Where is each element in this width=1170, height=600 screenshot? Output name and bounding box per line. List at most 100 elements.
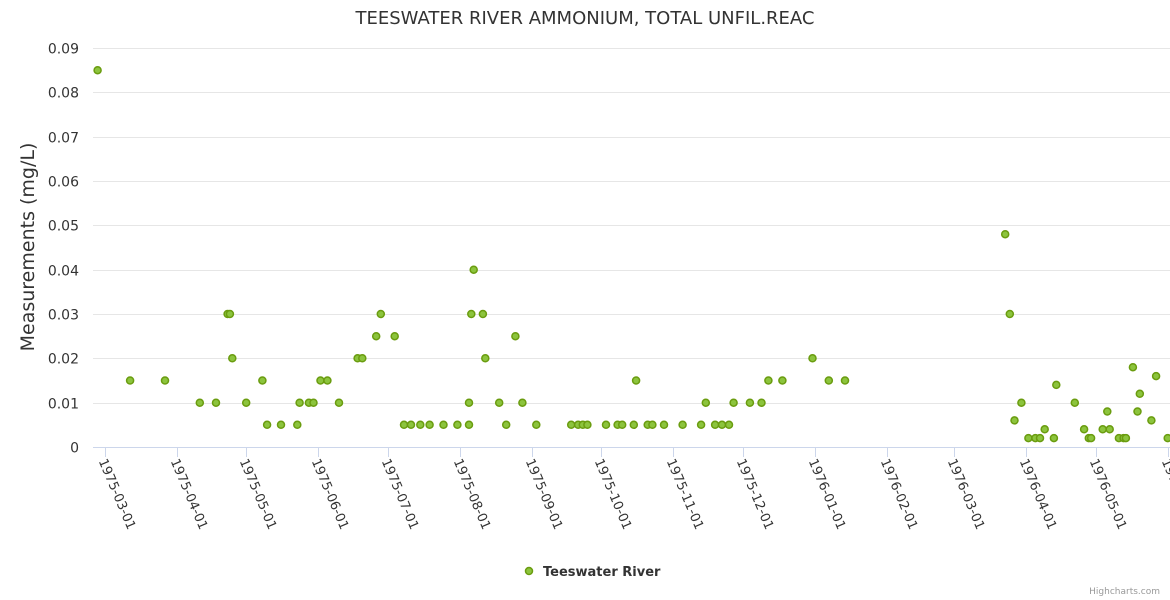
data-point[interactable]	[808, 354, 817, 363]
data-point[interactable]	[228, 354, 237, 363]
data-point[interactable]	[1103, 407, 1112, 416]
y-tick-label: 0.06	[48, 175, 79, 191]
data-point[interactable]	[696, 420, 706, 430]
y-axis-label: Measurements (mg/L)	[17, 143, 39, 352]
data-point[interactable]	[1135, 389, 1145, 399]
data-point[interactable]	[464, 398, 474, 407]
data-point[interactable]	[511, 331, 520, 341]
y-tick-label: 0.09	[48, 42, 79, 58]
data-point[interactable]	[464, 420, 474, 430]
y-tick-label: 0.02	[48, 352, 79, 368]
data-point[interactable]	[778, 376, 787, 385]
data-point[interactable]	[406, 420, 416, 430]
data-point[interactable]	[323, 376, 332, 385]
y-tick-label: 0	[70, 441, 79, 457]
data-point[interactable]	[659, 420, 669, 430]
data-point[interactable]	[1151, 371, 1161, 381]
data-point[interactable]	[453, 420, 462, 430]
data-point[interactable]	[710, 420, 720, 430]
data-point[interactable]	[258, 376, 267, 385]
data-point[interactable]	[1035, 433, 1045, 443]
data-point[interactable]	[1010, 416, 1019, 425]
data-point[interactable]	[425, 420, 434, 430]
data-point[interactable]	[276, 420, 286, 430]
data-point[interactable]	[631, 376, 641, 385]
data-point[interactable]	[478, 309, 488, 319]
data-point[interactable]	[1128, 362, 1138, 372]
y-axis: 0 0.01 0.02 0.03 0.04 0.05 0.06 0.07 0.08 0.09	[48, 42, 79, 457]
data-point[interactable]	[757, 398, 766, 407]
data-point[interactable]	[566, 420, 576, 430]
y-tick-label: 0.05	[48, 219, 79, 235]
data-point[interactable]	[481, 354, 490, 363]
data-point[interactable]	[532, 420, 541, 430]
legend-item-teeswater-river[interactable]: Teeswater River	[543, 565, 661, 580]
data-point[interactable]	[439, 420, 448, 430]
data-point[interactable]	[1133, 407, 1142, 416]
data-point[interactable]	[416, 420, 425, 430]
data-point[interactable]	[334, 398, 344, 407]
data-point[interactable]	[729, 398, 738, 407]
data-point[interactable]	[399, 420, 409, 430]
data-point[interactable]	[358, 354, 367, 363]
data-point[interactable]	[840, 376, 850, 385]
data-point[interactable]	[295, 398, 304, 407]
data-point[interactable]	[601, 420, 611, 430]
data-point[interactable]	[717, 420, 727, 430]
data-point[interactable]	[225, 309, 235, 319]
data-point[interactable]	[160, 376, 170, 385]
legend-marker[interactable]	[524, 566, 534, 576]
data-point[interactable]	[583, 420, 592, 430]
data-point[interactable]	[764, 376, 773, 385]
data-point[interactable]	[293, 420, 302, 430]
legend[interactable]: Teeswater River	[524, 565, 662, 580]
data-point[interactable]	[125, 376, 135, 385]
data-point[interactable]	[211, 398, 221, 407]
data-point[interactable]	[390, 331, 399, 341]
y-tick-label: 0.01	[48, 397, 79, 413]
data-point[interactable]	[617, 420, 627, 430]
y-tick-label: 0.03	[48, 308, 79, 324]
data-point[interactable]	[195, 398, 205, 407]
data-point[interactable]	[93, 65, 102, 75]
data-point[interactable]	[241, 398, 251, 407]
data-point[interactable]	[1105, 425, 1114, 434]
data-point[interactable]	[1005, 309, 1015, 319]
data-point[interactable]	[1017, 398, 1026, 407]
data-point[interactable]	[467, 309, 476, 319]
data-point[interactable]	[701, 398, 711, 407]
data-point[interactable]	[376, 309, 386, 319]
data-point[interactable]	[1163, 433, 1170, 443]
data-point[interactable]	[1079, 425, 1089, 434]
y-tick-label: 0.07	[48, 131, 79, 147]
data-point[interactable]	[1000, 229, 1010, 239]
data-point[interactable]	[648, 420, 657, 430]
data-point[interactable]	[724, 420, 734, 430]
data-point[interactable]	[1147, 416, 1156, 425]
data-point[interactable]	[501, 420, 511, 430]
data-point[interactable]	[629, 420, 639, 430]
data-point[interactable]	[1024, 433, 1033, 443]
data-point[interactable]	[1049, 433, 1059, 443]
y-tick-label: 0.04	[48, 264, 79, 280]
data-point[interactable]	[469, 265, 478, 274]
data-point[interactable]	[678, 420, 687, 430]
data-point[interactable]	[371, 331, 381, 341]
data-point[interactable]	[262, 420, 272, 430]
data-point[interactable]	[494, 398, 504, 407]
data-point[interactable]	[309, 398, 318, 407]
data-point[interactable]	[1121, 433, 1131, 443]
data-point[interactable]	[824, 376, 834, 385]
data-point[interactable]	[518, 398, 527, 407]
data-point[interactable]	[1070, 398, 1080, 407]
data-point[interactable]	[1098, 425, 1107, 434]
data-point[interactable]	[316, 376, 325, 385]
data-point[interactable]	[1040, 425, 1049, 434]
data-point[interactable]	[745, 398, 755, 407]
y-tick-label: 0.08	[48, 86, 79, 102]
chart-title: TEESWATER RIVER AMMONIUM, TOTAL UNFIL.RE…	[354, 8, 814, 29]
data-point[interactable]	[1086, 433, 1096, 443]
data-point[interactable]	[1052, 380, 1061, 390]
credits-link[interactable]: Highcharts.com	[1089, 587, 1160, 597]
